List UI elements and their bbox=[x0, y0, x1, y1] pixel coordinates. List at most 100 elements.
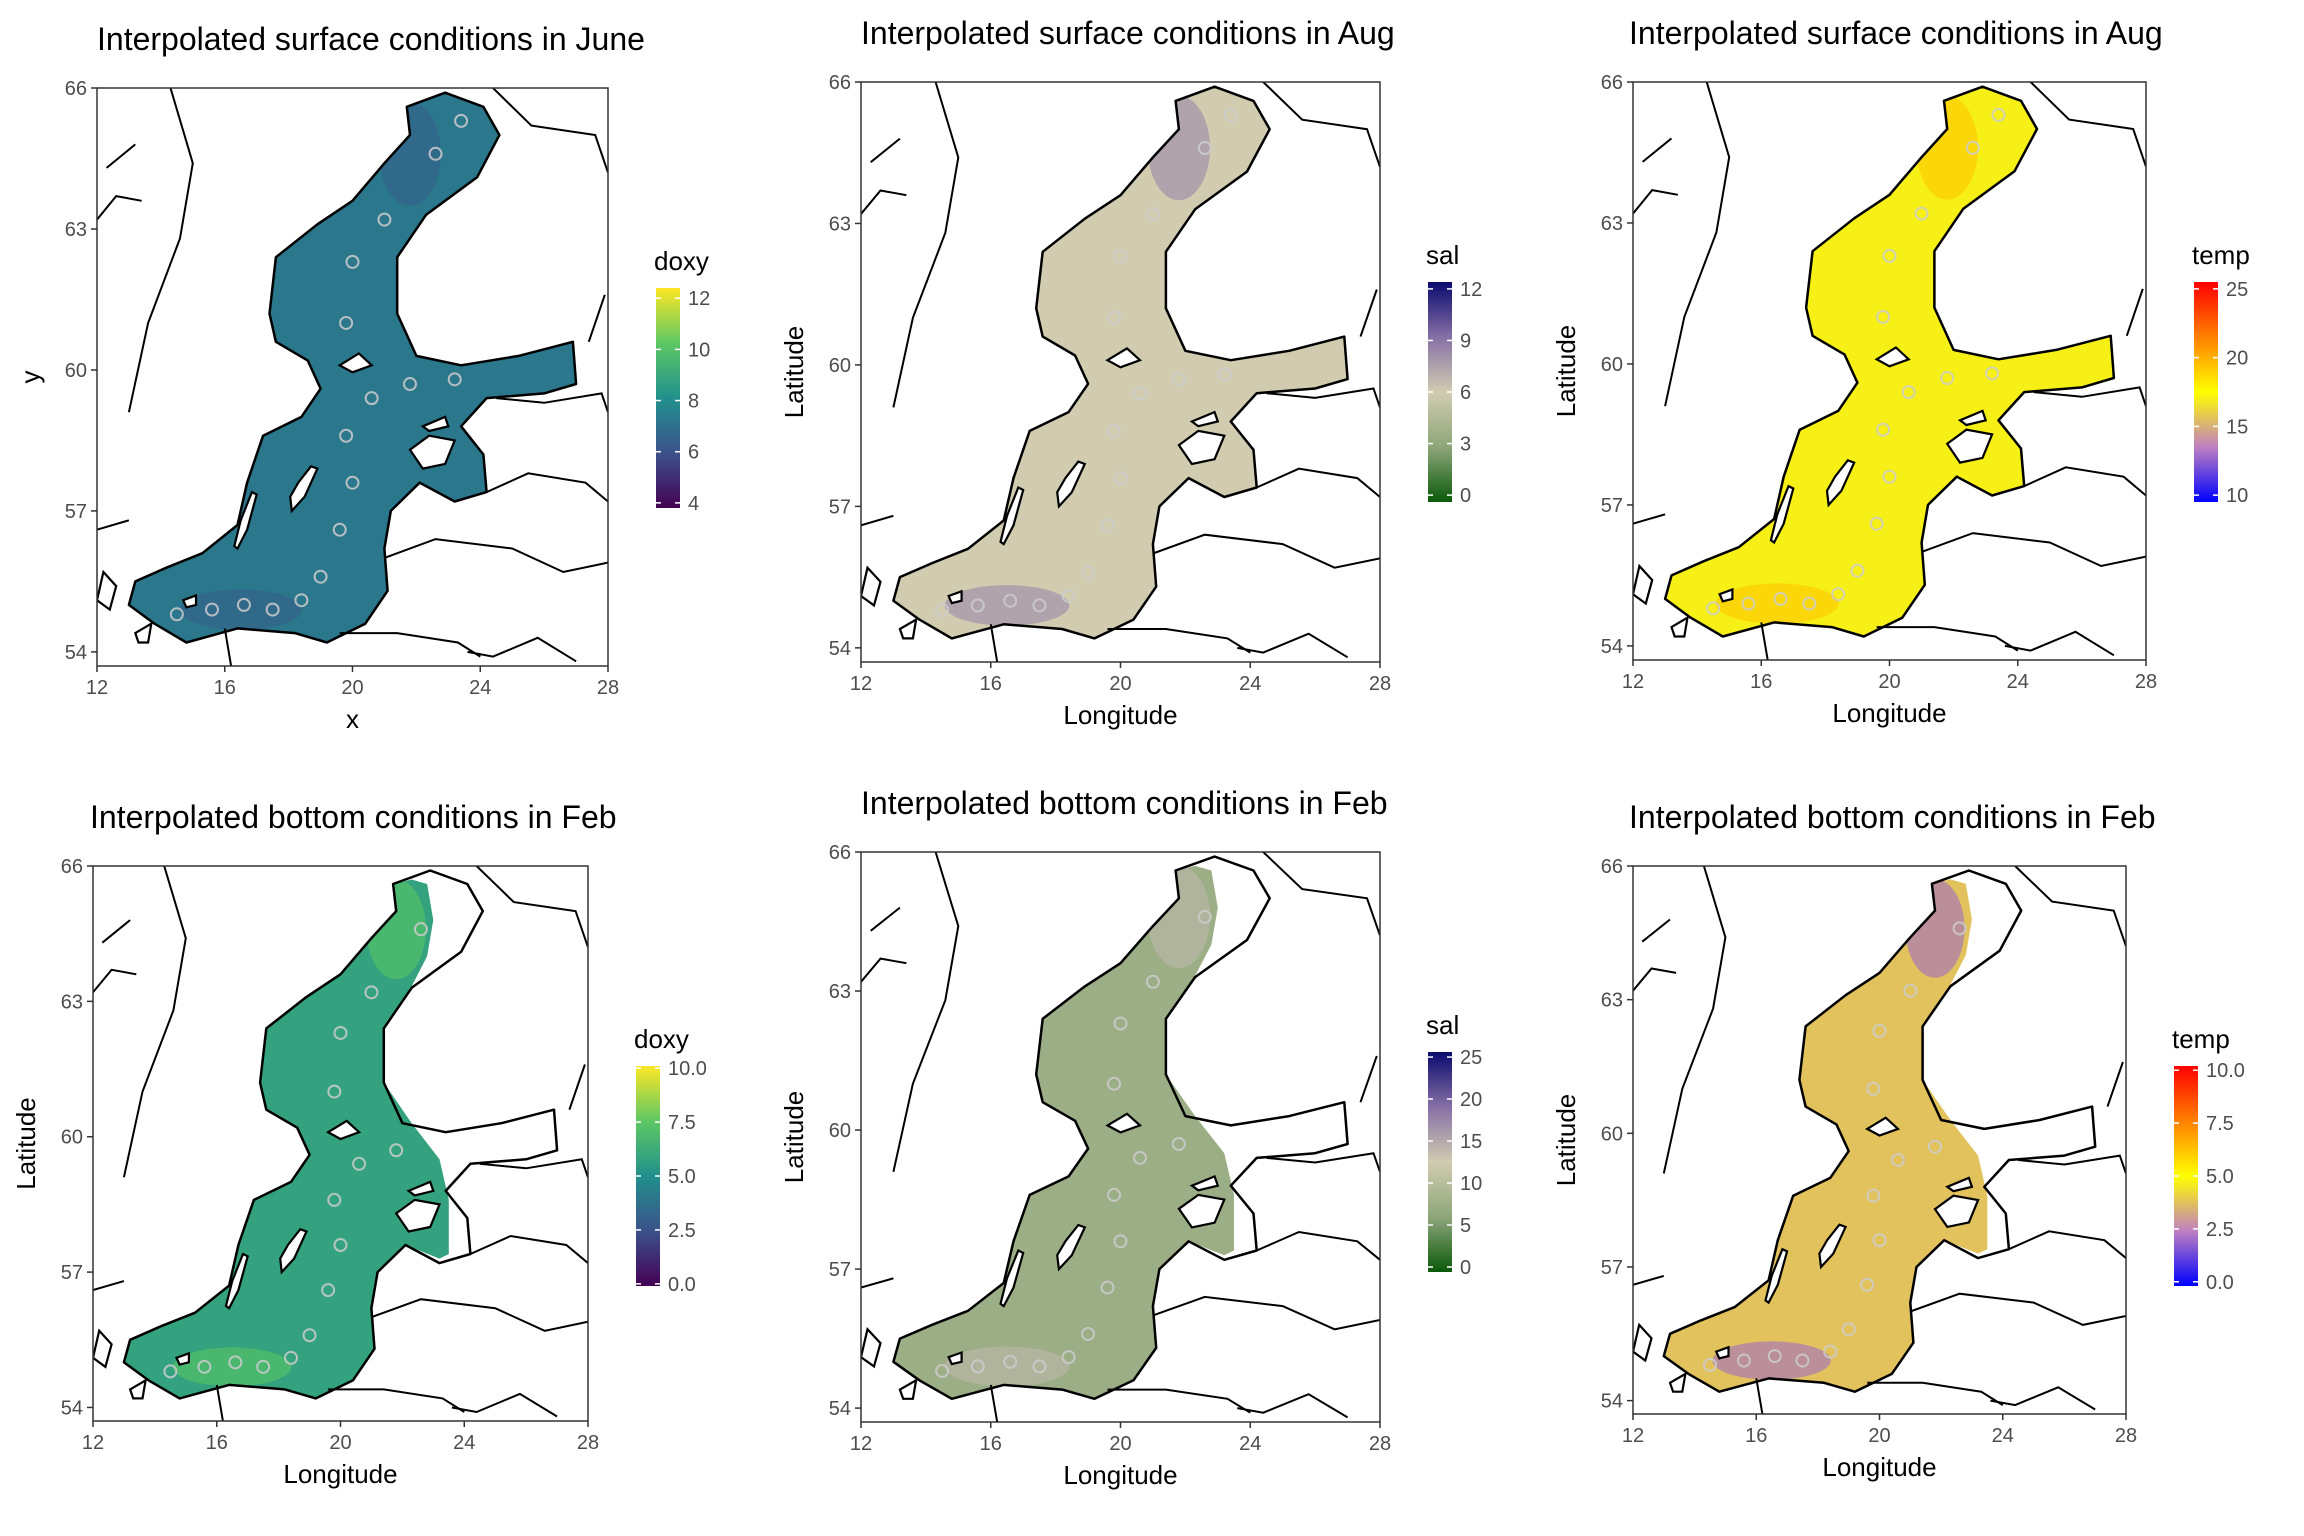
country-border bbox=[479, 1158, 588, 1178]
legend-title: doxy bbox=[634, 1024, 689, 1054]
country-border bbox=[451, 1392, 558, 1418]
interpolated-field bbox=[123, 879, 449, 1399]
station-marker bbox=[1197, 141, 1212, 156]
island bbox=[93, 1328, 113, 1369]
chart-title: Interpolated surface conditions in Aug bbox=[1629, 15, 2163, 51]
station-marker bbox=[256, 1359, 271, 1374]
country-border bbox=[97, 195, 142, 221]
station-marker bbox=[1773, 591, 1788, 606]
legend-tick-label: 12 bbox=[1460, 279, 1482, 301]
station-marker bbox=[1767, 1349, 1782, 1364]
x-tick-label: 16 bbox=[206, 1432, 228, 1454]
legend-tick-label: 12 bbox=[688, 288, 710, 310]
chart-title: Interpolated bottom conditions in Feb bbox=[861, 785, 1388, 821]
station-marker bbox=[284, 1350, 298, 1365]
station-marker bbox=[236, 597, 251, 612]
x-tick-label: 24 bbox=[1992, 1425, 2014, 1447]
island bbox=[394, 1198, 442, 1233]
station-marker bbox=[1107, 1076, 1122, 1091]
y-tick-label: 63 bbox=[1601, 990, 1623, 1012]
x-tick-label: 20 bbox=[1878, 671, 1900, 693]
country-border bbox=[1107, 1388, 1251, 1414]
country-border bbox=[2029, 82, 2146, 167]
country-border bbox=[861, 514, 894, 527]
station-marker bbox=[1831, 587, 1846, 602]
legend-tick-label: 10 bbox=[1460, 1173, 1482, 1195]
station-marker bbox=[352, 1156, 367, 1171]
legend-tick-label: 20 bbox=[1460, 1089, 1482, 1111]
country-border bbox=[339, 632, 481, 658]
legend-tick-label: 2.5 bbox=[668, 1220, 696, 1242]
station-marker bbox=[1107, 310, 1122, 325]
station-marker bbox=[1032, 1359, 1047, 1374]
island bbox=[1056, 460, 1087, 509]
island bbox=[1957, 409, 1988, 427]
x-tick-label: 16 bbox=[214, 677, 236, 699]
island bbox=[175, 1351, 190, 1366]
island bbox=[289, 464, 319, 514]
legend-tick-label: 7.5 bbox=[2206, 1113, 2234, 1135]
island bbox=[1718, 587, 1734, 603]
y-tick-label: 54 bbox=[65, 642, 87, 664]
y-tick-label: 63 bbox=[829, 213, 851, 235]
legend-tick-label: 10.0 bbox=[668, 1058, 707, 1080]
x-axis-title: Longitude bbox=[1063, 1460, 1177, 1490]
x-tick-label: 16 bbox=[980, 1433, 1002, 1455]
station-marker bbox=[1991, 107, 2006, 122]
country-border bbox=[1662, 866, 1727, 1174]
y-tick-label: 54 bbox=[1601, 636, 1623, 658]
y-axis-title: Latitude bbox=[779, 1091, 809, 1184]
station-marker bbox=[313, 569, 328, 584]
legend-tick-label: 25 bbox=[1460, 1047, 1482, 1069]
country-border bbox=[1256, 1230, 1380, 1261]
country-border bbox=[492, 88, 608, 173]
station-marker bbox=[1061, 1350, 1076, 1365]
x-tick-label: 16 bbox=[980, 673, 1002, 695]
station-marker bbox=[935, 603, 950, 618]
station-marker bbox=[1223, 108, 1238, 123]
coastline bbox=[892, 855, 1349, 1401]
country-border bbox=[496, 392, 608, 413]
legend-tick-label: 20 bbox=[2226, 348, 2248, 370]
country-border bbox=[1641, 137, 1673, 163]
y-tick-label: 54 bbox=[61, 1397, 83, 1419]
island bbox=[1189, 410, 1220, 428]
country-border bbox=[93, 1280, 125, 1292]
country-border bbox=[1633, 189, 1679, 215]
legend-tick-label: 0 bbox=[1460, 485, 1471, 507]
station-marker bbox=[1217, 367, 1232, 382]
y-tick-label: 60 bbox=[65, 360, 87, 382]
legend-tick-label: 0.0 bbox=[668, 1274, 696, 1296]
station-marker bbox=[332, 522, 347, 537]
station-marker bbox=[1706, 601, 1721, 616]
x-tick-label: 24 bbox=[1239, 673, 1261, 695]
island bbox=[947, 589, 963, 605]
legend-tick-label: 9 bbox=[1460, 330, 1471, 352]
country-border bbox=[215, 1384, 224, 1421]
y-tick-label: 54 bbox=[829, 638, 851, 660]
station-marker bbox=[1171, 372, 1186, 387]
x-tick-label: 24 bbox=[469, 677, 491, 699]
y-tick-label: 60 bbox=[1601, 354, 1623, 376]
legend-tick-label: 15 bbox=[1460, 1131, 1482, 1153]
island bbox=[1874, 346, 1911, 368]
country-border bbox=[1633, 1274, 1665, 1286]
island bbox=[279, 1227, 308, 1275]
y-tick-label: 66 bbox=[829, 72, 851, 94]
station-marker bbox=[169, 607, 184, 622]
station-marker bbox=[454, 113, 469, 128]
station-marker bbox=[1876, 309, 1891, 324]
island bbox=[1670, 615, 1689, 638]
country-border bbox=[97, 519, 130, 531]
x-axis-title: Longitude bbox=[1832, 698, 1946, 728]
island bbox=[1933, 1194, 1980, 1229]
x-tick-label: 28 bbox=[1369, 1433, 1391, 1455]
legend-tick-label: 15 bbox=[2226, 416, 2248, 438]
y-axis-title: Latitude bbox=[1551, 1094, 1581, 1187]
station-marker bbox=[1113, 249, 1128, 264]
country-border bbox=[989, 1384, 999, 1422]
station-marker bbox=[1032, 598, 1047, 613]
x-tick-label: 28 bbox=[2115, 1425, 2137, 1447]
station-marker bbox=[1703, 1357, 1718, 1372]
country-border bbox=[2023, 466, 2146, 497]
